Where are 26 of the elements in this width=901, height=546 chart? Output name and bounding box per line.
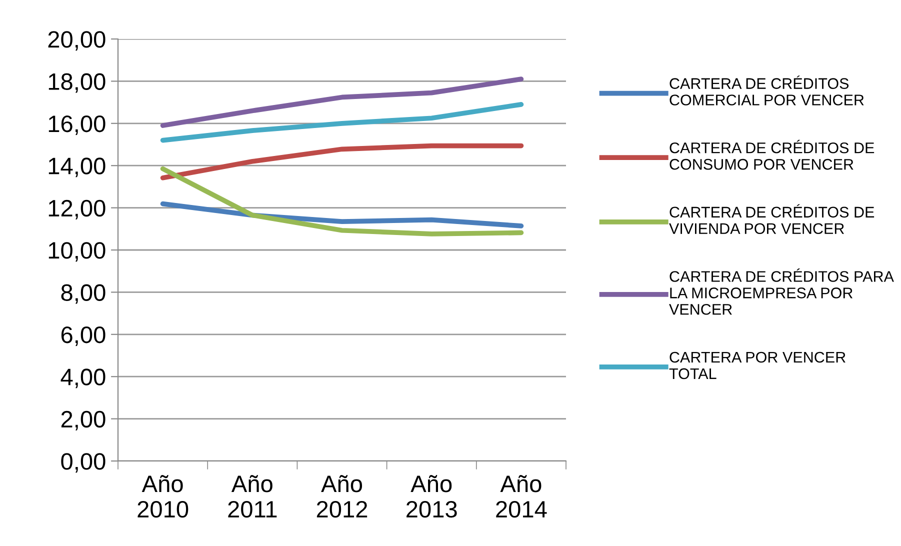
line-series [160, 76, 524, 128]
legend-label: CARTERA DE CRÉDITOS COMERCIAL POR VENCER [670, 76, 864, 106]
y-tick-label: 20,00 [48, 31, 106, 51]
x-tick-label: Año 2010 [138, 475, 188, 518]
legend-label: CARTERA DE CRÉDITOS DE CONSUMO POR VENCER [670, 140, 874, 170]
y-tick-label: 12,00 [48, 200, 106, 220]
y-tick-label: 18,00 [48, 73, 106, 93]
x-tick-label: Año 2013 [406, 475, 457, 518]
x-tick-label: Año 2011 [228, 475, 277, 518]
legend-label: CARTERA DE CRÉDITOS DE VIVIENDA POR VENCER [669, 204, 874, 234]
y-tick-label: 2,00 [61, 410, 106, 430]
y-tick-label: 16,00 [48, 115, 106, 135]
y-tick-label: 4,00 [60, 368, 106, 388]
x-tick-label: Año 2012 [316, 475, 368, 518]
y-tick-label: 0,00 [61, 453, 106, 473]
legend-label: CARTERA POR VENCER TOTAL [669, 352, 846, 380]
x-tick-label: Año 2014 [496, 475, 547, 518]
y-tick-label: 10,00 [48, 242, 106, 262]
y-tick-label: 8,00 [61, 284, 106, 304]
line-series [160, 102, 524, 143]
y-tick-label: 14,00 [48, 158, 106, 178]
line-series [160, 201, 524, 228]
line-series [160, 143, 524, 180]
legend-label: CARTERA DE CRÉDITOS PARA LA MICROEMPRESA POR VENCER [669, 268, 894, 315]
line-series [160, 166, 524, 236]
y-tick-label: 6,00 [61, 326, 106, 346]
